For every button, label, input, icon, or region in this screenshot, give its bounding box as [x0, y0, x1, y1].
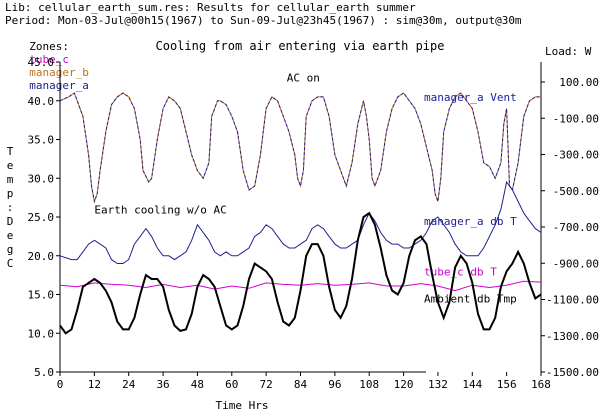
y-axis-label-char: e	[7, 159, 14, 172]
y2-tick-label: -1100.00	[546, 294, 599, 307]
period-line: Period: Mon-03-Jul@00h15(1967) to Sun-09…	[5, 14, 522, 27]
plot-area: manager_a Vent manager_a db T tube_c db T A…	[59, 72, 542, 335]
y-tick-label: 45.0	[28, 56, 55, 69]
x-tick-label: 144	[462, 378, 482, 391]
y2-tick-label: -300.00	[553, 149, 599, 162]
zones-label: Zones:	[29, 40, 69, 53]
series-line-manager-a-vent	[59, 92, 541, 204]
chart-title: Cooling from air entering via earth pipe	[156, 39, 445, 53]
y2-tick-label: -100.00	[553, 112, 599, 125]
y2-tick-label: -1300.00	[546, 330, 599, 343]
x-tick-label: 168	[531, 378, 551, 391]
y-axis-label-char: D	[7, 215, 14, 228]
x-tick-label: 24	[122, 378, 136, 391]
x-tick-label: 60	[225, 378, 238, 391]
series-label-manager-a-vent: manager_a Vent	[424, 91, 517, 104]
y-axis-label-char: :	[7, 201, 14, 214]
x-tick-label: 132	[428, 378, 448, 391]
lib-line: Lib: cellular_earth_sum.res: Results for…	[5, 1, 416, 14]
y-axis-label-char: e	[7, 229, 14, 242]
zone-tube-c: tube_c	[29, 53, 69, 66]
y-tick-label: 20.0	[28, 250, 55, 263]
x-tick-label: 156	[497, 378, 517, 391]
zone-manager-b: manager_b	[29, 66, 89, 79]
y-tick-label: 15.0	[28, 289, 55, 302]
y-axis-label-char: m	[7, 173, 14, 186]
annotation-earth-cooling: Earth cooling w/o AC	[94, 203, 226, 216]
series-label-manager-a-db-t: manager_a db T	[424, 215, 517, 228]
y-tick-label: 35.0	[28, 134, 55, 147]
y2-tick-label: -900.00	[553, 257, 599, 270]
x-tick-label: 0	[57, 378, 64, 391]
x-tick-label: 36	[156, 378, 169, 391]
zones-line: Zones: tube_c manager_b manager_a	[16, 27, 89, 92]
y-tick-label: 30.0	[28, 172, 55, 185]
series-label-tube-c-db-t: tube_c db T	[424, 265, 497, 278]
zone-manager-a: manager_a	[29, 79, 89, 92]
y-tick-label: 25.0	[28, 211, 55, 224]
y-tick-label: 40.0	[28, 95, 55, 108]
y2-tick-label: -1500.00	[546, 366, 599, 379]
x-tick-label: 120	[394, 378, 414, 391]
annotation-ac-on: AC on	[287, 72, 320, 85]
y2-tick-label: 100.00	[559, 76, 599, 89]
y-axis-label-char: g	[7, 243, 14, 256]
series-line-manager-b-vent	[59, 92, 541, 204]
y-axis-label-char: p	[7, 187, 14, 200]
y2-tick-label: -700.00	[553, 221, 599, 234]
x-tick-label: 96	[328, 378, 341, 391]
y-tick-label: 10.0	[28, 327, 55, 340]
axes: 0 12 24 36 48 60 72 84 96 108 120 132 144 156 168 5.0 10…	[28, 56, 600, 391]
series-line-ambient-db-tmp	[59, 211, 542, 335]
x-tick-label: 48	[191, 378, 204, 391]
y2-tick-label: -500.00	[553, 185, 599, 198]
x-tick-label: 12	[88, 378, 101, 391]
y-axis-label-char: C	[7, 257, 14, 270]
x-tick-label: 84	[294, 378, 308, 391]
x-tick-label: 72	[260, 378, 273, 391]
series-label-ambient-db-tmp: Ambient db Tmp	[424, 292, 517, 305]
y2-axis-label: Load: W	[545, 45, 592, 58]
y-tick-label: 5.0	[34, 366, 54, 379]
y-axis-label-char: T	[7, 145, 14, 158]
series-line-manager-a-db-t	[59, 180, 542, 264]
x-axis-label: Time Hrs	[216, 399, 269, 412]
x-tick-label: 108	[359, 378, 379, 391]
